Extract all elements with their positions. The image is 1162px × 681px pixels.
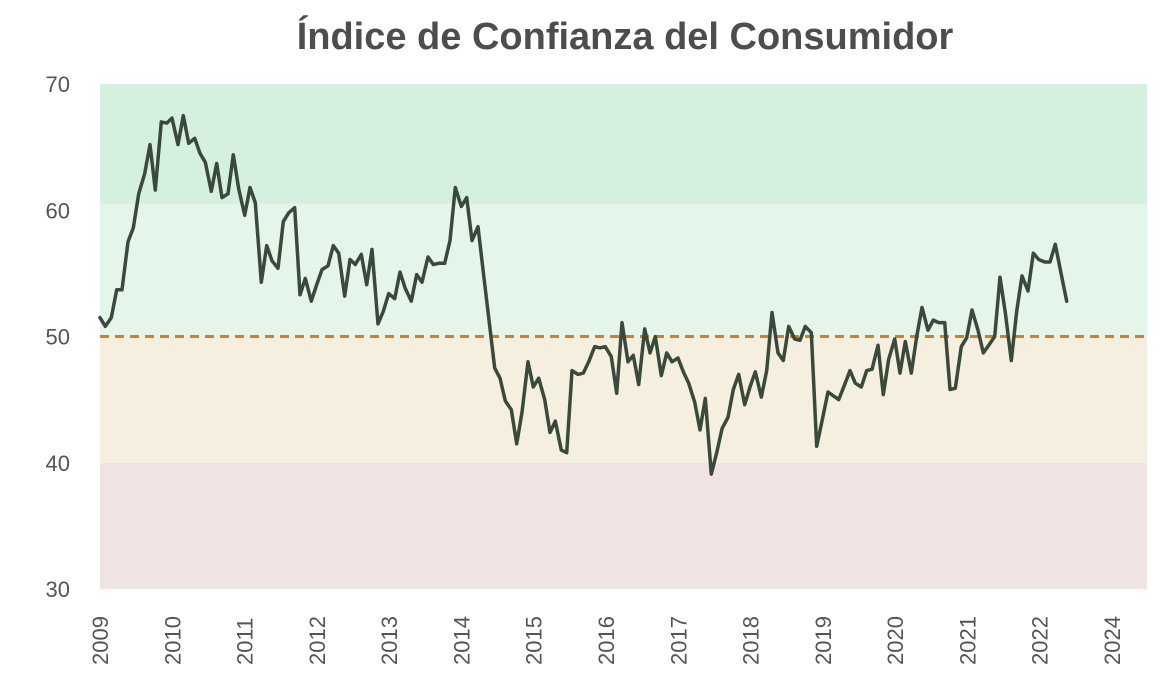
x-tick-label: 2020 [883, 616, 908, 665]
x-axis: 2009 2010 2011 2012 2013 2014 2015 2016 2017 2018… [88, 616, 1125, 665]
x-tick-label: 2014 [449, 616, 474, 665]
x-tick-label: 2011 [233, 618, 258, 665]
x-tick-label: 2017 [666, 616, 691, 665]
band-3 [100, 462, 1147, 589]
series-line-0 [98, 113, 1069, 476]
band-2 [100, 336, 1147, 463]
chart-title: Índice de Confianza del Consumidor [296, 16, 954, 58]
x-tick-label: 2009 [88, 616, 113, 665]
y-tick-label: 30 [46, 577, 70, 602]
x-tick-label: 2022 [1028, 616, 1053, 665]
y-axis: 30 40 50 60 70 [46, 72, 70, 602]
x-tick-label: 2021 [955, 616, 980, 665]
x-tick-label: 2018 [739, 616, 764, 665]
x-tick-label: 2013 [377, 616, 402, 665]
background-bands [100, 84, 1147, 589]
x-tick-label: 2010 [160, 616, 185, 665]
band-0 [100, 84, 1147, 204]
y-tick-label: 50 [46, 325, 70, 350]
x-tick-label: 2015 [522, 616, 547, 665]
x-tick-label: 2024 [1100, 616, 1125, 665]
y-tick-label: 40 [46, 451, 70, 476]
x-tick-label: 2019 [811, 616, 836, 665]
x-tick-label: 2012 [305, 616, 330, 665]
series-group [98, 113, 1069, 476]
x-tick-label: 2016 [594, 616, 619, 665]
y-tick-label: 60 [46, 198, 70, 223]
y-tick-label: 70 [46, 72, 70, 97]
